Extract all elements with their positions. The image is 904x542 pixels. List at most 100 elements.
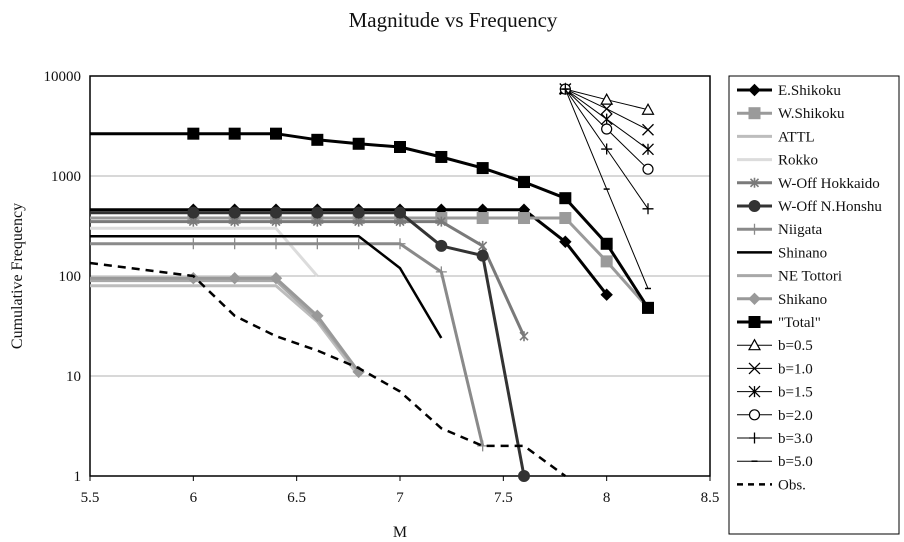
axis-layer: 1 10 100 1000 10000 5.5 6 6.5 7 7.5 8 8.5: [44, 69, 720, 506]
data-point: [601, 123, 613, 135]
legend-label: Shikano: [778, 292, 827, 308]
data-point: [228, 272, 241, 285]
data-point: [435, 266, 447, 278]
data-point: [270, 206, 282, 219]
series-16: [562, 88, 651, 290]
data-point: [353, 238, 365, 250]
series-line: [90, 284, 360, 377]
legend-marker: [748, 83, 761, 97]
data-point: [642, 301, 654, 314]
data-point: [311, 206, 324, 219]
data-point: [518, 470, 530, 482]
legend-marker: [748, 316, 761, 328]
legend-item: b=1.5: [737, 385, 813, 401]
legend: E.Shikoku W.Shikoku ATTL Rokko W-Off Hokkaid…: [737, 83, 882, 493]
x-tick-label: 7: [396, 490, 404, 506]
x-tick-label: 8: [603, 490, 611, 506]
legend-marker: [748, 200, 761, 212]
series-line: [90, 276, 360, 373]
legend-item: b=0.5: [737, 338, 813, 354]
data-point: [519, 331, 529, 342]
legend-item: Shinano: [737, 245, 827, 261]
data-point: [435, 239, 448, 252]
legend-label: b=3.0: [778, 431, 813, 447]
data-point: [642, 123, 654, 136]
series-line: [90, 279, 360, 373]
legend-label: b=1.5: [778, 385, 813, 401]
data-point: [600, 102, 613, 115]
y-tick-label: 1: [74, 469, 82, 485]
series-2: [90, 284, 360, 377]
legend-item: W-Off Hokkaido: [737, 176, 880, 192]
series-line: [90, 220, 526, 337]
legend-item: Shikano: [737, 292, 827, 308]
legend-item: Rokko: [737, 153, 818, 169]
series-layer: [89, 82, 655, 482]
data-point: [477, 440, 489, 452]
legend-label: Obs.: [778, 477, 806, 493]
data-point: [600, 237, 613, 250]
data-point: [478, 240, 488, 251]
legend-marker: [749, 432, 760, 444]
legend-marker: [748, 292, 761, 306]
legend-frame: [728, 75, 900, 535]
legend-label: b=5.0: [778, 454, 813, 470]
data-point: [311, 309, 324, 323]
data-point: [187, 206, 200, 219]
series-5: [90, 206, 530, 482]
data-point: [352, 137, 365, 150]
series-6: [90, 238, 489, 452]
legend-label: NE Tottori: [778, 269, 842, 285]
series-10: [90, 127, 654, 314]
data-point: [642, 143, 654, 156]
data-point: [641, 102, 655, 115]
data-point: [476, 162, 489, 175]
data-point: [394, 238, 406, 250]
data-point: [642, 203, 654, 215]
x-tick-label: 8.5: [701, 490, 720, 506]
series-17: [89, 261, 567, 478]
series-4: [90, 216, 529, 342]
legend-label: Shinano: [778, 245, 827, 261]
y-tick-label: 1000: [51, 169, 81, 185]
legend-label: Rokko: [778, 153, 818, 169]
series-line: [90, 211, 526, 477]
legend-label: W-Off Hokkaido: [778, 176, 880, 192]
data-point: [228, 206, 241, 219]
data-point: [600, 113, 613, 126]
data-point: [600, 92, 614, 105]
legend-label: ATTL: [778, 129, 815, 145]
legend-label: b=0.5: [778, 338, 813, 354]
series-7: [90, 234, 443, 339]
legend-label: W-Off N.Honshu: [778, 199, 882, 215]
legend-marker: [748, 385, 761, 398]
legend-label: b=2.0: [778, 408, 813, 424]
data-point: [311, 238, 323, 250]
legend-item: NE Tottori: [737, 269, 842, 285]
legend-item: b=3.0: [737, 431, 813, 447]
legend-item: Niigata: [737, 222, 822, 238]
data-point: [436, 216, 446, 227]
legend-item: b=1.0: [737, 361, 813, 377]
data-point: [187, 127, 200, 140]
legend-marker: [748, 362, 761, 375]
legend-marker: [749, 177, 760, 188]
data-point: [187, 238, 199, 250]
y-tick-label: 10: [66, 369, 81, 385]
y-tick-label: 100: [59, 269, 82, 285]
series-13: [559, 83, 654, 156]
data-point: [352, 206, 365, 219]
legend-item: W.Shikoku: [737, 106, 845, 122]
data-point: [394, 140, 406, 153]
legend-label: b=1.0: [778, 361, 813, 377]
legend-label: Niigata: [778, 222, 822, 238]
legend-item: E.Shikoku: [737, 83, 841, 99]
data-point: [269, 272, 283, 285]
data-point: [476, 212, 489, 225]
y-axis-label: Cumulative Frequency: [9, 203, 26, 349]
data-point: [559, 235, 572, 248]
legend-marker: [747, 338, 762, 351]
data-point: [642, 163, 654, 175]
data-point: [229, 238, 241, 250]
legend-item: ATTL: [737, 129, 815, 145]
